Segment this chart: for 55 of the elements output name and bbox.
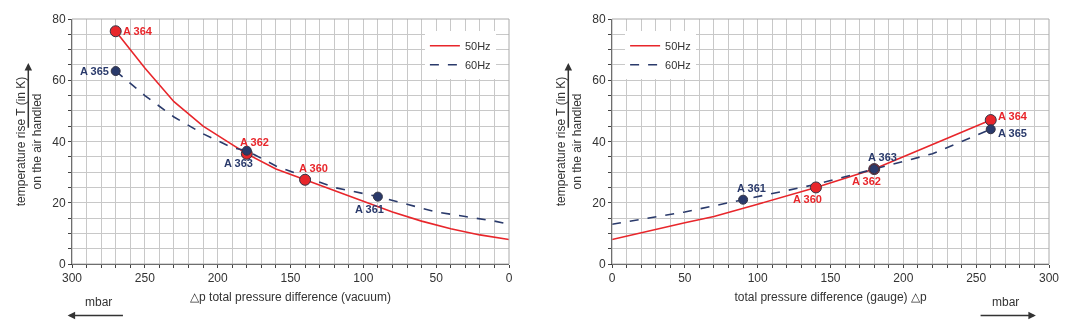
annotation: A 363 [224,157,253,169]
annotation: A 361 [737,182,766,194]
x-tick-label: 50 [678,271,692,286]
x-axis-title: total pressure difference (gauge) △p [734,290,927,305]
point [372,191,383,202]
x-tick-label: 0 [505,271,513,286]
x-tick-label: 150 [820,271,841,286]
y-tick-label: 60 [592,73,606,88]
annotation: A 364 [123,25,153,37]
annotation: A 360 [299,162,328,174]
point [110,66,121,77]
annotation: A 362 [852,175,881,187]
text: mbar [992,295,1020,309]
point [109,25,122,38]
y-tick-label: 60 [52,73,66,88]
point [738,194,749,205]
y-tick-label: 40 [592,134,606,149]
y-tick-label: 80 [52,12,66,27]
legend-label: 60Hz [665,59,691,72]
annotation: A 365 [998,127,1027,139]
y-tick-label: 20 [52,195,66,210]
y-axis-title: temperature rise T (in K) on the air handled [553,76,584,207]
x-tick-label: 200 [893,271,914,286]
point [241,145,252,156]
y-tick-label: 0 [598,257,606,272]
x-axis-title: △p total pressure difference (vacuum) [190,290,391,305]
x-tick-label: 100 [353,271,374,286]
x-tick-label: 300 [61,271,83,286]
point [984,114,997,127]
x-tick-label: 150 [280,271,301,286]
text: mbar [85,295,113,309]
annotation: A 362 [240,136,269,148]
legend-label: 50Hz [665,40,691,53]
x-tick-label: 50 [429,271,444,286]
legend-label: 50Hz [464,40,491,53]
legend-label: 60Hz [464,59,491,72]
x-tick-label: 200 [207,271,228,286]
point [299,173,312,186]
y-tick-label: 80 [592,12,606,27]
x-tick-label: 100 [747,271,768,286]
y-axis-title: temperature rise T (in K) on the air handled [13,76,44,207]
annotation: A 360 [793,193,822,205]
x-tick-label: 250 [134,271,156,286]
x-tick-label: 250 [966,271,987,286]
annotation: A 364 [998,110,1028,122]
annotation: A 361 [355,203,384,215]
x-tick-label: 300 [1038,271,1060,286]
point [985,124,996,135]
y-tick-label: 20 [592,195,606,210]
annotation: A 363 [868,151,897,163]
annotation: A 365 [80,65,109,77]
y-tick-label: 0 [58,257,66,272]
point [809,181,822,194]
y-tick-label: 40 [52,134,66,149]
x-tick-label: 0 [608,271,616,286]
